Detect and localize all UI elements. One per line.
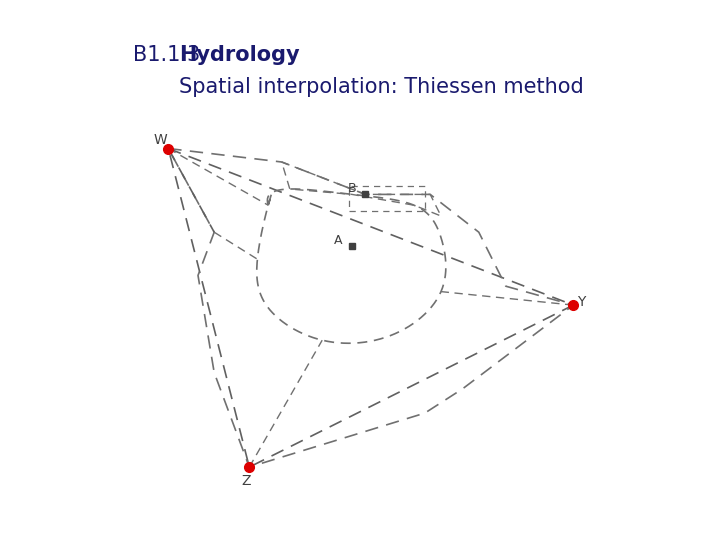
Text: Z: Z	[242, 474, 251, 488]
Text: B: B	[348, 183, 356, 195]
Text: B1.1.3: B1.1.3	[133, 45, 207, 65]
Text: Hydrology: Hydrology	[179, 45, 300, 65]
Text: Spatial interpolation: Thiessen method: Spatial interpolation: Thiessen method	[179, 77, 584, 97]
Text: A: A	[334, 234, 343, 247]
Text: W: W	[153, 133, 167, 147]
Text: Y: Y	[577, 295, 585, 309]
